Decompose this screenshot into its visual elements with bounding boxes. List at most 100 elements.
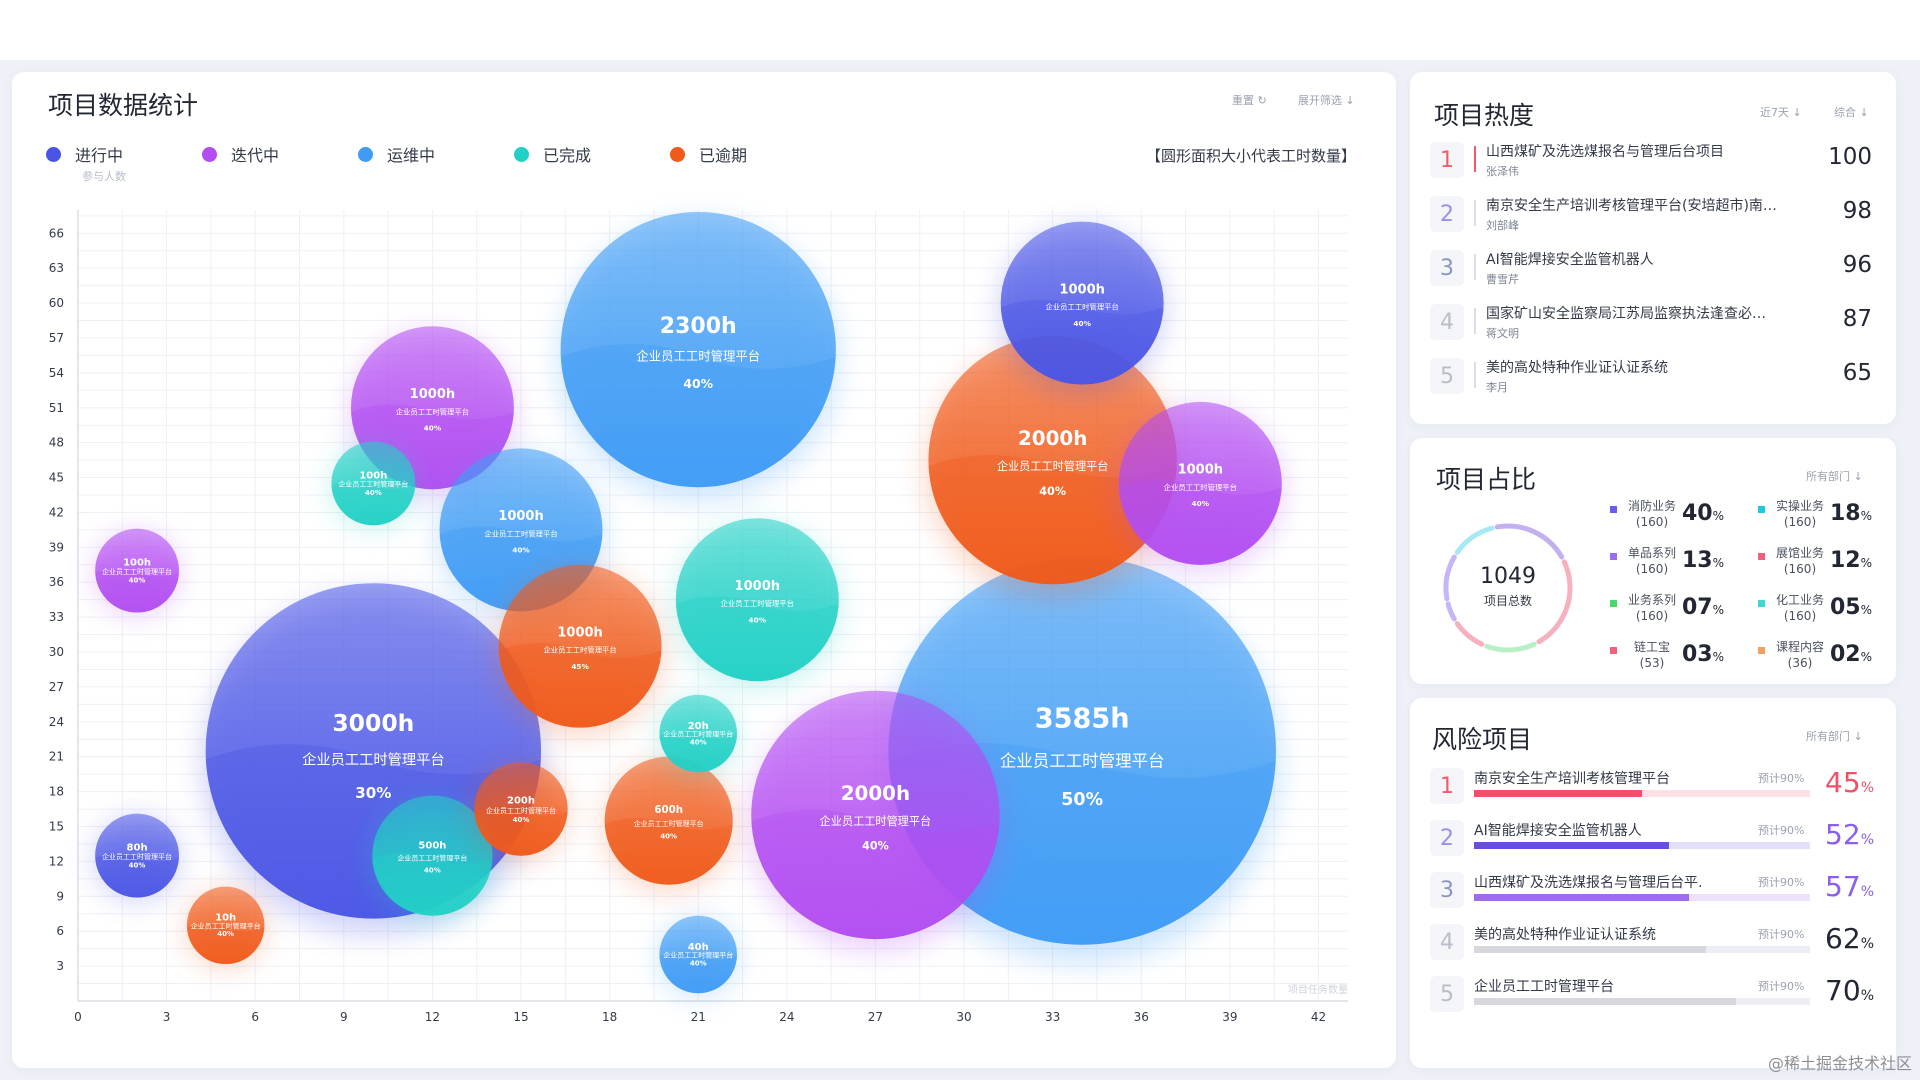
- bubble-percent: 45%: [571, 662, 589, 671]
- legend-item-1[interactable]: 迭代中: [202, 142, 279, 166]
- heat-score: 98: [1842, 198, 1872, 224]
- share-category-count: (160): [1635, 515, 1669, 529]
- rank-number: 5: [1430, 976, 1464, 1012]
- x-tick-label: 39: [1222, 1010, 1237, 1024]
- risk-row[interactable]: 5 企业员工工时管理平台 预计90% 70%: [1430, 970, 1880, 1020]
- chart-note: 【圆形面积大小代表工时数量】: [1145, 147, 1356, 165]
- risk-plan-label: 预计90%: [1758, 980, 1805, 993]
- x-tick-label: 15: [513, 1010, 528, 1024]
- bubble[interactable]: 2300h 企业员工工时管理平台 40%: [557, 211, 839, 501]
- y-tick-label: 27: [49, 680, 64, 694]
- share-percent-value: 18: [1830, 501, 1861, 526]
- y-tick-label: 6: [56, 924, 64, 938]
- y-tick-label: 51: [49, 401, 64, 415]
- share-percent-value: 07: [1682, 595, 1713, 620]
- bubble-wave: [659, 952, 737, 994]
- bubble[interactable]: 500h 企业员工工时管理平台 40%: [371, 795, 494, 922]
- heat-row[interactable]: 1 山西煤矿及洗选煤报名与管理后台项目 张泽伟 100: [1430, 136, 1880, 184]
- total-count: 1049: [1480, 564, 1536, 589]
- heat-row[interactable]: 4 国家矿山安全监察局江苏局监察执法逢查必… 蒋文明 87: [1430, 298, 1880, 346]
- bubble-circle: [560, 211, 836, 488]
- share-percent-unit: %: [1712, 556, 1725, 570]
- bubble[interactable]: 2000h 企业员工工时管理平台 40%: [925, 335, 1180, 597]
- share-percent: 03%: [1682, 642, 1724, 667]
- rank-divider: [1474, 146, 1476, 172]
- legend-label: 进行中: [75, 146, 124, 165]
- risk-plan-label: 预计90%: [1758, 824, 1805, 837]
- bubble-hours: 10h: [215, 913, 236, 924]
- y-tick-label: 60: [49, 296, 64, 310]
- share-color-marker: [1758, 553, 1765, 560]
- risk-percent-value: 70: [1825, 974, 1861, 1007]
- bubble-circle: [604, 756, 733, 885]
- share-category-count: (160): [1635, 562, 1669, 576]
- bubble-wave: [95, 853, 179, 898]
- rank-number: 2: [1430, 820, 1464, 856]
- risk-progress-fill: [1474, 894, 1690, 901]
- share-color-marker: [1610, 553, 1617, 560]
- y-tick-label: 39: [49, 540, 64, 554]
- x-tick-label: 9: [340, 1010, 348, 1024]
- bubble-percent: 40%: [690, 959, 707, 967]
- share-color-marker: [1610, 647, 1617, 654]
- x-tick-label: 27: [868, 1010, 883, 1024]
- bubble[interactable]: 1000h 企业员工工时管理平台 45%: [496, 564, 664, 736]
- legend-item-4[interactable]: 已逾期: [670, 142, 747, 166]
- bubble-name: 企业员工工时管理平台: [191, 921, 261, 930]
- heat-project-name: 美的高处特种作业证认证系统: [1486, 360, 1668, 376]
- risk-row[interactable]: 4 美的高处特种作业证认证系统 预计90% 62%: [1430, 918, 1880, 968]
- ring-segment: [1494, 523, 1565, 560]
- share-category-name: 课程内容: [1775, 640, 1824, 654]
- bubble[interactable]: 1000h 企业员工工时管理平台 40%: [999, 221, 1166, 393]
- risk-project-title: 风险项目: [1432, 725, 1533, 754]
- share-percent: 12%: [1830, 548, 1872, 573]
- reset-button[interactable]: 重置 ↻: [1232, 92, 1267, 108]
- risk-row[interactable]: 3 山西煤矿及洗选煤报名与管理后台平… 预计90% 57%: [1430, 866, 1880, 916]
- sort-filter[interactable]: 综合 ↓: [1834, 106, 1869, 119]
- risk-percent-value: 52: [1825, 818, 1861, 851]
- bubble[interactable]: 3000h 企业员工工时管理平台 30%: [202, 583, 545, 936]
- rank-number: 4: [1430, 924, 1464, 960]
- bubble-circle: [186, 886, 265, 965]
- bubble[interactable]: 2000h 企业员工工时管理平台 40%: [748, 690, 1003, 952]
- legend-item-0[interactable]: 进行中: [46, 142, 123, 166]
- bubble-name: 企业员工工时管理平台: [636, 349, 760, 364]
- bubble[interactable]: 600h 企业员工工时管理平台 40%: [603, 756, 735, 892]
- bubble[interactable]: 1000h 企业员工工时管理平台 40%: [1117, 401, 1284, 573]
- bubble-circle: [498, 564, 662, 728]
- risk-percent-unit: %: [1860, 988, 1874, 1004]
- reset-label: 重置: [1232, 94, 1254, 107]
- legend-item-2[interactable]: 运维中: [358, 142, 435, 166]
- heat-row[interactable]: 5 美的高处特种作业证认证系统 李月 65: [1430, 352, 1880, 400]
- heat-row[interactable]: 2 南京安全生产培训考核管理平台(安培超市)南… 刘部峰 98: [1430, 190, 1880, 238]
- heat-row[interactable]: 3 AI智能焊接安全监管机器人 曹雪芹 96: [1430, 244, 1880, 292]
- risk-percent-value: 62: [1825, 922, 1861, 955]
- y-tick-label: 24: [49, 715, 64, 729]
- bubble-percent: 40%: [749, 615, 767, 624]
- bubble-hours: 2300h: [660, 314, 737, 339]
- legend-item-3[interactable]: 已完成: [514, 142, 591, 166]
- period-filter[interactable]: 近7天 ↓: [1760, 106, 1802, 119]
- department-filter[interactable]: 所有部门 ↓: [1806, 470, 1863, 483]
- bubble-circle: [95, 813, 179, 898]
- bubble-percent: 40%: [424, 424, 442, 433]
- risk-percent-value: 57: [1825, 870, 1861, 903]
- total-label: 项目总数: [1483, 594, 1532, 608]
- risk-row[interactable]: 2 AI智能焊接安全监管机器人 预计90% 52%: [1430, 814, 1880, 864]
- risk-department-filter[interactable]: 所有部门 ↓: [1806, 730, 1863, 743]
- bubble[interactable]: 1000h 企业员工工时管理平台 40%: [437, 448, 605, 620]
- bubble[interactable]: 1000h 企业员工工时管理平台 40%: [674, 518, 841, 690]
- share-color-marker: [1758, 506, 1765, 513]
- ring-segment: [1536, 559, 1573, 645]
- risk-row[interactable]: 1 南京安全生产培训考核管理平台 预计90% 45%: [1430, 762, 1880, 812]
- expand-filter-button[interactable]: 展开筛选 ↓: [1298, 94, 1355, 107]
- share-percent-value: 05: [1830, 595, 1861, 620]
- share-category-count: (160): [1783, 515, 1817, 529]
